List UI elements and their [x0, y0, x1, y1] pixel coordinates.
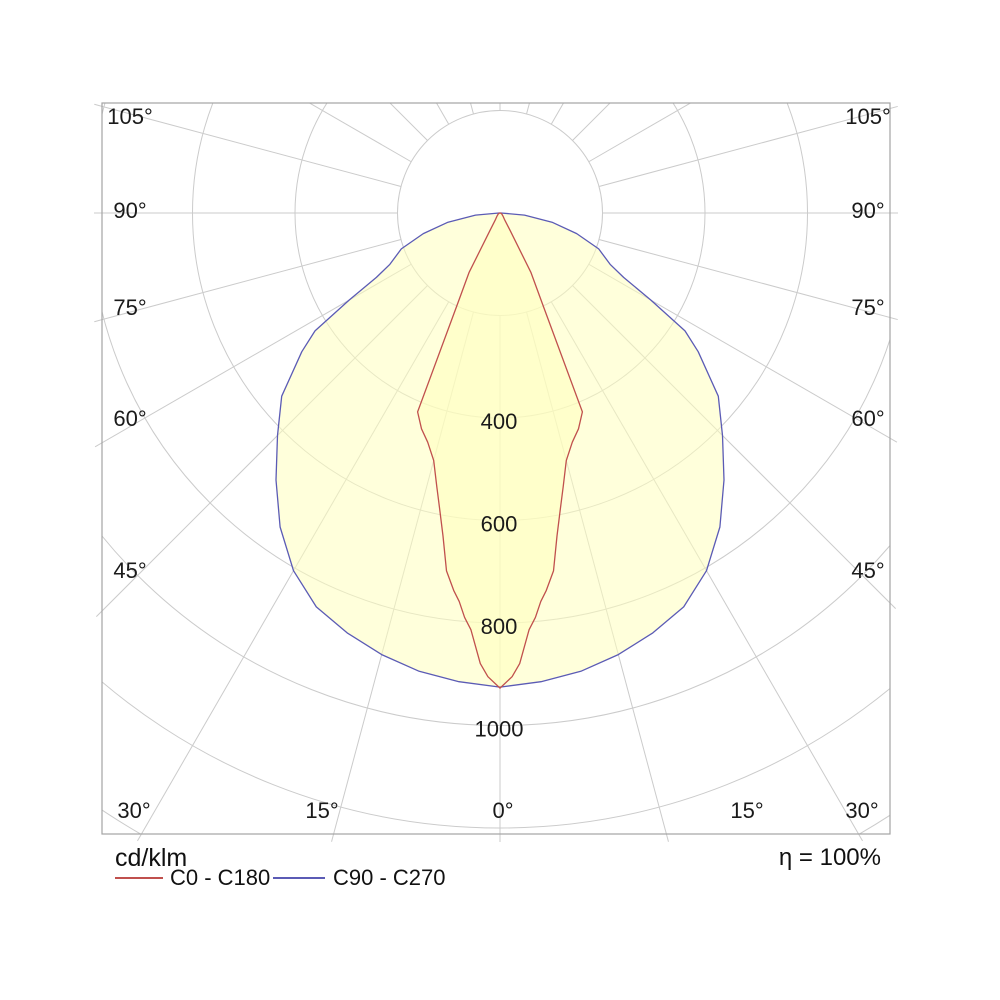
legend: C0 - C180 C90 - C270 [0, 865, 1000, 890]
angle-label-right-75: 75° [851, 295, 884, 320]
frame-ticks [94, 103, 898, 842]
angle-label-right-45: 45° [851, 558, 884, 583]
plot-frame [101, 102, 891, 835]
ring-label-1000: 1000 [475, 717, 524, 742]
polar-spoke-150 [550, 103, 565, 125]
angle-label-right-60: 60° [851, 406, 884, 431]
polar-spoke-135 [572, 103, 611, 141]
legend-line-red [115, 877, 163, 879]
angle-label-left-60: 60° [113, 406, 146, 431]
ring-label-800: 800 [481, 614, 518, 639]
curve-c90-c270 [275, 212, 725, 688]
polar-spoke-240 [308, 103, 412, 163]
polar-spoke-195 [470, 103, 474, 115]
polar-spoke-60 [588, 263, 890, 439]
angle-label-bottom-2: 0° [492, 798, 513, 823]
polar-spoke-105 [598, 107, 890, 187]
polar-spoke-120 [588, 103, 692, 163]
angle-label-left-45: 45° [113, 558, 146, 583]
unit-label: cd/klm [115, 844, 188, 872]
legend-label-c90-c270: C90 - C270 [333, 865, 446, 890]
polar-spoke-300 [102, 263, 412, 444]
polar-spoke-225 [389, 103, 428, 141]
polar-spoke-75 [598, 239, 890, 319]
fill-c90-c270 [276, 213, 724, 688]
angle-label-bottom-0: 30° [117, 798, 150, 823]
polar-spoke-285 [102, 239, 402, 321]
curve-c0-c180 [416, 212, 584, 689]
angle-label-bottom-4: 30° [845, 798, 878, 823]
angle-label-left-105: 105° [107, 104, 153, 129]
angle-label-bottom-1: 15° [305, 798, 338, 823]
legend-item-c90-c270: C90 - C270 [273, 865, 446, 890]
angle-label-right-105: 105° [845, 104, 891, 129]
legend-item-c0-c180: C0 - C180 [115, 865, 271, 890]
ring-label-400: 400 [481, 409, 518, 434]
curves [275, 212, 725, 689]
efficiency-label: η = 100% [778, 844, 881, 871]
legend-label-c0-c180: C0 - C180 [170, 865, 271, 890]
polar-spoke-210 [435, 103, 450, 125]
legend-line-blue [273, 877, 325, 879]
polar-spoke-165 [526, 103, 530, 115]
angle-label-right-90: 90° [851, 198, 884, 223]
ring-label-600: 600 [481, 512, 518, 537]
polar-spoke-255 [102, 105, 402, 187]
angle-label-bottom-3: 15° [730, 798, 763, 823]
angle-label-left-75: 75° [113, 295, 146, 320]
angle-label-left-90: 90° [113, 198, 146, 223]
